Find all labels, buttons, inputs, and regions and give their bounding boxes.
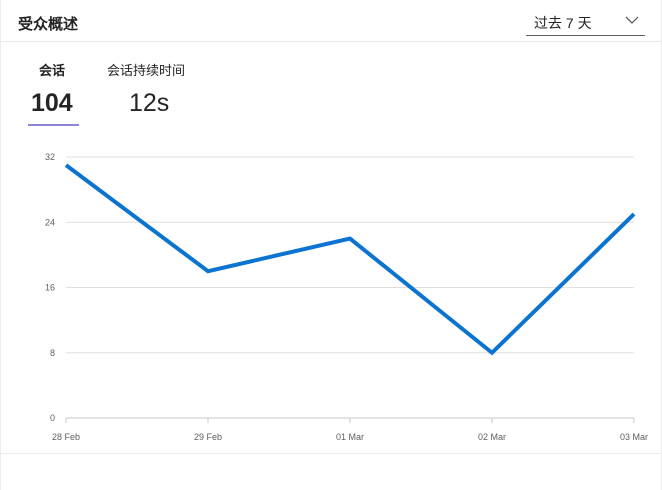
tab-sessions-value-wrap: 104: [31, 84, 73, 118]
x-tick-label: 03 Mar: [620, 432, 648, 442]
card-title: 受众概述: [18, 16, 79, 33]
x-tick-label: 02 Mar: [478, 432, 506, 442]
sessions-line-chart: 0 8 16 24 32 28 Feb 29 Feb 01 Mar 02 Mar 03 Mar: [1, 140, 662, 450]
footer-divider: [1, 453, 662, 454]
date-range-value: 过去 7 天: [534, 15, 592, 31]
tab-session-duration[interactable]: 会话持续时间: [107, 60, 185, 79]
x-tick-label: 28 Feb: [52, 432, 80, 442]
tab-session-duration-value-wrap: 12s: [129, 84, 169, 118]
tab-sessions-value: 104: [31, 89, 73, 117]
active-tab-indicator: [28, 124, 79, 126]
y-tick-label: 16: [45, 283, 55, 293]
chevron-down-icon: [625, 16, 639, 24]
date-range-dropdown[interactable]: 过去 7 天: [526, 8, 645, 36]
tab-session-duration-label: 会话持续时间: [107, 63, 186, 78]
tab-sessions-label: 会话: [39, 63, 66, 78]
x-tick-label: 01 Mar: [336, 432, 364, 442]
y-tick-label: 24: [45, 217, 55, 227]
tab-session-duration-value: 12s: [129, 89, 170, 117]
x-tick-label: 29 Feb: [194, 432, 222, 442]
y-tick-label: 8: [50, 348, 55, 358]
chart-svg: 0 8 16 24 32 28 Feb 29 Feb 01 Mar 02 Mar 03 Mar: [45, 152, 648, 442]
series-line: [64, 163, 636, 356]
y-tick-label: 0: [50, 413, 55, 423]
y-tick-label: 32: [45, 152, 55, 162]
tab-sessions[interactable]: 会话: [39, 60, 65, 79]
card-header: 受众概述 过去 7 天: [1, 0, 662, 42]
